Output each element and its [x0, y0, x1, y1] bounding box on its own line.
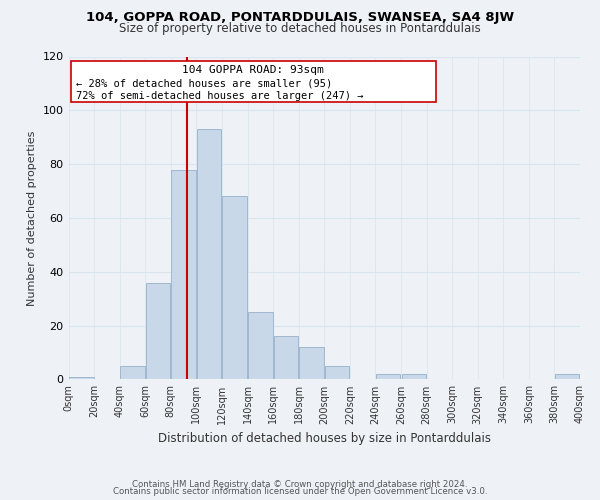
Bar — [120, 366, 145, 380]
Bar — [299, 347, 324, 380]
Bar — [248, 312, 272, 380]
Text: 104 GOPPA ROAD: 93sqm: 104 GOPPA ROAD: 93sqm — [182, 64, 324, 74]
X-axis label: Distribution of detached houses by size in Pontarddulais: Distribution of detached houses by size … — [158, 432, 491, 445]
Bar — [69, 376, 94, 380]
Text: 72% of semi-detached houses are larger (247) →: 72% of semi-detached houses are larger (… — [76, 92, 364, 102]
Y-axis label: Number of detached properties: Number of detached properties — [27, 130, 37, 306]
Text: 104, GOPPA ROAD, PONTARDDULAIS, SWANSEA, SA4 8JW: 104, GOPPA ROAD, PONTARDDULAIS, SWANSEA,… — [86, 11, 514, 24]
Text: Size of property relative to detached houses in Pontarddulais: Size of property relative to detached ho… — [119, 22, 481, 35]
FancyBboxPatch shape — [71, 60, 436, 102]
Bar — [376, 374, 400, 380]
Bar — [325, 366, 349, 380]
Text: ← 28% of detached houses are smaller (95): ← 28% of detached houses are smaller (95… — [76, 78, 332, 88]
Bar — [197, 129, 221, 380]
Bar — [172, 170, 196, 380]
Bar — [223, 196, 247, 380]
Bar — [555, 374, 580, 380]
Text: Contains HM Land Registry data © Crown copyright and database right 2024.: Contains HM Land Registry data © Crown c… — [132, 480, 468, 489]
Text: Contains public sector information licensed under the Open Government Licence v3: Contains public sector information licen… — [113, 487, 487, 496]
Bar — [401, 374, 426, 380]
Bar — [146, 282, 170, 380]
Bar — [274, 336, 298, 380]
